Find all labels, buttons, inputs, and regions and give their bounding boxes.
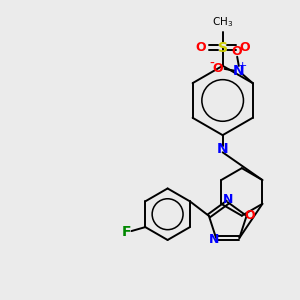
Text: O: O (239, 41, 250, 54)
Text: O: O (212, 62, 223, 75)
Text: N: N (223, 193, 233, 206)
Text: S: S (218, 40, 228, 55)
Text: F: F (122, 225, 131, 239)
Text: O: O (244, 209, 255, 222)
Text: N: N (217, 142, 229, 156)
Text: N: N (233, 64, 244, 78)
Text: O: O (232, 45, 242, 58)
Text: -: - (209, 57, 214, 71)
Text: +: + (238, 61, 248, 70)
Text: CH$_3$: CH$_3$ (212, 15, 233, 29)
Text: O: O (195, 41, 206, 54)
Text: N: N (209, 233, 219, 246)
